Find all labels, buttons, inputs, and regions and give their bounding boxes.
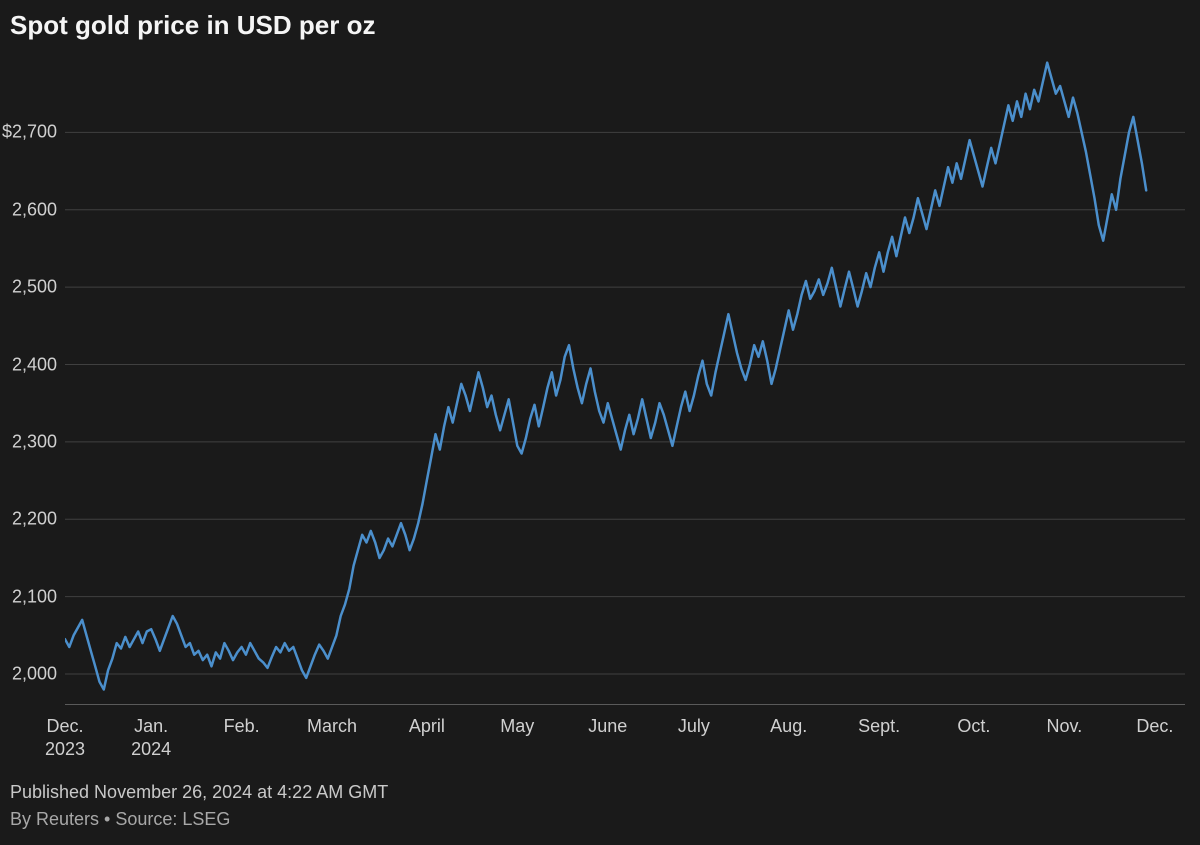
x-tick-label: Sept. bbox=[858, 715, 900, 738]
x-tick-label: March bbox=[307, 715, 357, 738]
chart-title: Spot gold price in USD per oz bbox=[10, 10, 375, 41]
y-tick-label: 2,100 bbox=[12, 586, 57, 607]
chart-footer: Published November 26, 2024 at 4:22 AM G… bbox=[10, 779, 388, 833]
y-tick-label: $2,700 bbox=[2, 122, 57, 143]
x-tick-label: Oct. bbox=[957, 715, 990, 738]
y-tick-label: 2,500 bbox=[12, 277, 57, 298]
y-tick-label: 2,400 bbox=[12, 354, 57, 375]
gold-price-chart: Spot gold price in USD per oz 2,000 2,100… bbox=[0, 0, 1200, 845]
x-tick-label: Nov. bbox=[1047, 715, 1083, 738]
x-tick-label: April bbox=[409, 715, 445, 738]
x-tick-label: Feb. bbox=[224, 715, 260, 738]
x-tick-label: Aug. bbox=[770, 715, 807, 738]
y-tick-label: 2,600 bbox=[12, 199, 57, 220]
x-tick-label: Dec. 2023 bbox=[45, 715, 85, 760]
x-tick-label: May bbox=[500, 715, 534, 738]
y-tick-label: 2,200 bbox=[12, 509, 57, 530]
chart-svg bbox=[65, 55, 1185, 705]
x-tick-label: June bbox=[588, 715, 627, 738]
y-tick-label: 2,300 bbox=[12, 431, 57, 452]
x-tick-label: Dec. bbox=[1136, 715, 1173, 738]
price-line bbox=[65, 63, 1146, 690]
chart-plot-area bbox=[65, 55, 1185, 705]
published-line: Published November 26, 2024 at 4:22 AM G… bbox=[10, 779, 388, 806]
byline: By Reuters • Source: LSEG bbox=[10, 806, 388, 833]
x-tick-label: July bbox=[678, 715, 710, 738]
y-tick-label: 2,000 bbox=[12, 664, 57, 685]
x-tick-label: Jan. 2024 bbox=[131, 715, 171, 760]
